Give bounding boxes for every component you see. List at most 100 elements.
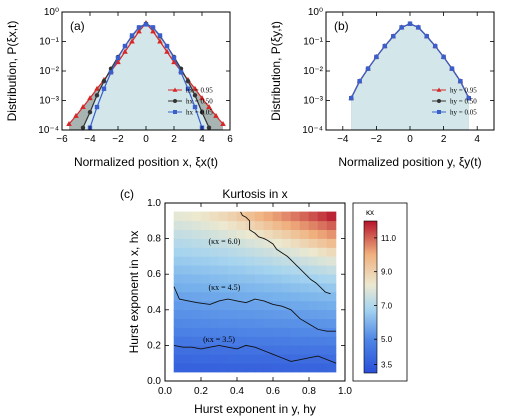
panel-a-point bbox=[94, 93, 100, 98]
panel-b-xtick-label: −4 bbox=[337, 134, 349, 145]
heatmap-cell bbox=[263, 229, 274, 239]
heatmap-cell bbox=[281, 273, 292, 284]
panel-a-legend-marker bbox=[172, 87, 178, 92]
panel-b-xtick-label: 2 bbox=[441, 134, 447, 145]
heatmap-cell bbox=[218, 309, 229, 319]
heatmap-cell bbox=[200, 273, 211, 284]
heatmap-cell bbox=[326, 229, 337, 239]
panel-b-ytick-label: 10⁻² bbox=[303, 66, 323, 77]
heatmap-cell bbox=[245, 265, 256, 275]
heatmap-cell bbox=[236, 220, 247, 230]
heatmap-cell bbox=[209, 345, 220, 355]
heatmap-cell bbox=[236, 345, 247, 355]
heatmap-cell bbox=[173, 345, 184, 355]
heatmap-cell bbox=[254, 273, 265, 284]
heatmap-cell bbox=[272, 318, 283, 328]
heatmap-cell bbox=[182, 291, 193, 302]
panel-b-xtick-label: 0 bbox=[407, 134, 413, 145]
heatmap-cell bbox=[317, 220, 328, 230]
heatmap-cell bbox=[209, 229, 220, 239]
panel-b-point bbox=[441, 54, 446, 60]
panel-a-legend-label: hx = 0.95 bbox=[186, 87, 213, 95]
heatmap-cell bbox=[308, 300, 319, 311]
panel-a-point bbox=[185, 79, 191, 84]
heatmap-cell bbox=[182, 327, 193, 337]
heatmap-cell bbox=[173, 362, 184, 373]
heatmap-cell bbox=[236, 327, 247, 337]
heatmap-cell bbox=[308, 273, 319, 284]
panel-label-c: (c) bbox=[120, 187, 134, 201]
heatmap-cell bbox=[308, 247, 319, 257]
panel-a-point bbox=[171, 55, 177, 61]
heatmap-cell bbox=[326, 309, 337, 319]
panel-a-point bbox=[164, 48, 170, 54]
heatmap-cell bbox=[209, 354, 220, 364]
panel-b-legend-label: hy = 0.05 bbox=[450, 109, 477, 117]
heatmap-cell bbox=[254, 265, 265, 275]
panel-b-point bbox=[466, 95, 471, 101]
heatmap-cell bbox=[308, 282, 319, 293]
heatmap-cell bbox=[200, 256, 211, 266]
heatmap-cell bbox=[263, 300, 274, 311]
heatmap-cell bbox=[299, 220, 310, 230]
heatmap-xtick-label: 0.0 bbox=[158, 386, 172, 397]
heatmap-cell bbox=[272, 273, 283, 284]
heatmap-cell bbox=[200, 282, 211, 293]
heatmap-cell bbox=[200, 229, 211, 239]
panel-c-kurtosis-heatmap: (c) Kurtosis in x (κx = 6.0) (κx = 4.5) (κ… bbox=[120, 187, 408, 416]
heatmap-cell bbox=[290, 229, 301, 239]
panel-a-point bbox=[157, 33, 163, 38]
heatmap-ytick-label: 0.4 bbox=[147, 305, 161, 316]
heatmap-cell bbox=[263, 211, 274, 222]
panel-a-point bbox=[87, 110, 93, 115]
panel-a-point bbox=[220, 120, 226, 126]
heatmap-cell bbox=[317, 309, 328, 319]
heatmap-cell bbox=[209, 336, 220, 346]
heatmap-cell bbox=[326, 291, 337, 302]
heatmap-cell bbox=[317, 327, 328, 337]
panel-b-point bbox=[382, 43, 387, 49]
heatmap-xtick-label: 0.2 bbox=[194, 386, 208, 397]
heatmap-cell bbox=[182, 247, 193, 257]
heatmap-cell bbox=[263, 282, 274, 293]
heatmap-cell bbox=[209, 220, 220, 230]
heatmap-cell bbox=[209, 273, 220, 284]
panel-b-point bbox=[433, 43, 438, 49]
heatmap-cell bbox=[227, 220, 238, 230]
heatmap-cell bbox=[299, 256, 310, 266]
panel-b-series-2 bbox=[349, 21, 471, 101]
heatmap-ytick-label: 0.6 bbox=[147, 269, 161, 280]
heatmap-cell bbox=[209, 309, 220, 319]
panel-a-point bbox=[80, 104, 86, 110]
heatmap-cell bbox=[227, 327, 238, 337]
heatmap-cell bbox=[182, 238, 193, 248]
heatmap-cell bbox=[200, 354, 211, 364]
heatmap-cell bbox=[191, 336, 202, 346]
panel-a-legend-marker bbox=[173, 110, 177, 114]
heatmap-cell bbox=[200, 362, 211, 373]
heatmap-cell bbox=[326, 265, 337, 275]
heatmap-cell bbox=[218, 229, 229, 239]
heatmap-cell bbox=[317, 336, 328, 346]
heatmap-cell bbox=[245, 291, 256, 302]
panel-a-point bbox=[115, 59, 121, 65]
heatmap-cell bbox=[191, 238, 202, 248]
heatmap-cell bbox=[200, 336, 211, 346]
heatmap-cell bbox=[308, 318, 319, 328]
panel-a-point bbox=[122, 48, 128, 54]
panel-a-point bbox=[101, 79, 107, 84]
heatmap-cell bbox=[236, 229, 247, 239]
heatmap-cell bbox=[191, 354, 202, 364]
heatmap-cell bbox=[218, 282, 229, 293]
heatmap-cell bbox=[272, 309, 283, 319]
heatmap-cell bbox=[326, 273, 337, 284]
panel-a-ytick-label: 10⁻¹ bbox=[39, 37, 59, 48]
heatmap-cell bbox=[218, 291, 229, 302]
heatmap-cell bbox=[263, 220, 274, 230]
heatmap-cell bbox=[281, 362, 292, 373]
panel-b-point bbox=[407, 21, 413, 26]
heatmap-cell bbox=[209, 327, 220, 337]
panel-a-point bbox=[94, 104, 100, 110]
heatmap-cell bbox=[236, 282, 247, 293]
heatmap-cell bbox=[263, 309, 274, 319]
